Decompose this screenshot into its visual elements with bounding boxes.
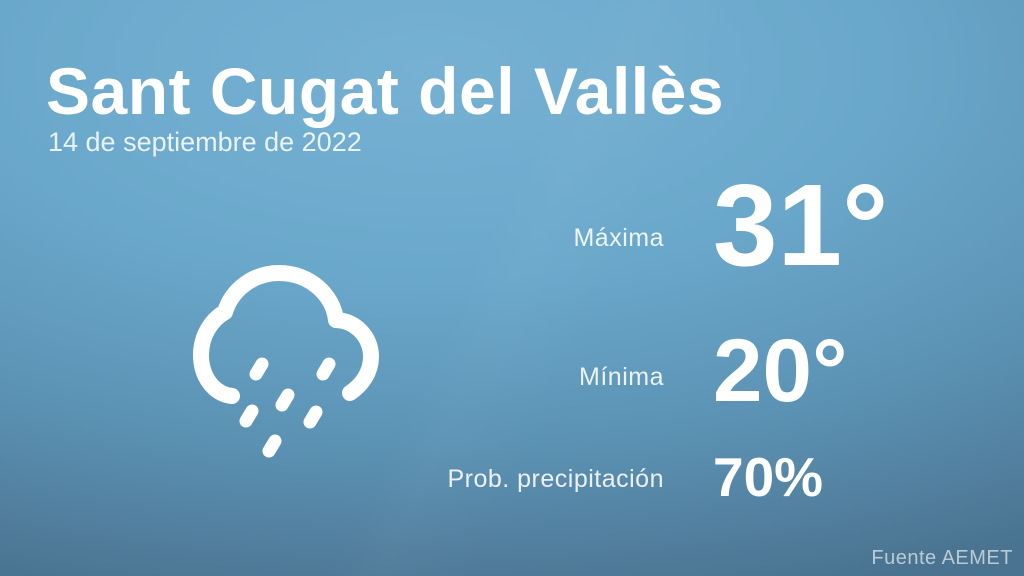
cloud-rain-icon — [193, 265, 379, 458]
page-title: Sant Cugat del Vallès — [46, 54, 725, 128]
max-temp-label: Máxima — [573, 224, 664, 252]
cloud-outline — [193, 265, 379, 404]
min-temp-value: 20° — [713, 320, 848, 420]
min-temp-label: Mínima — [579, 363, 664, 391]
max-temp-value: 31° — [713, 160, 889, 290]
rain-drops — [239, 357, 336, 458]
precipitation-prob-value: 70% — [713, 446, 824, 508]
precipitation-prob-label: Prob. precipitación — [447, 465, 664, 493]
source-credit: Fuente AEMET — [871, 547, 1013, 569]
date-subtitle: 14 de septiembre de 2022 — [48, 127, 362, 157]
